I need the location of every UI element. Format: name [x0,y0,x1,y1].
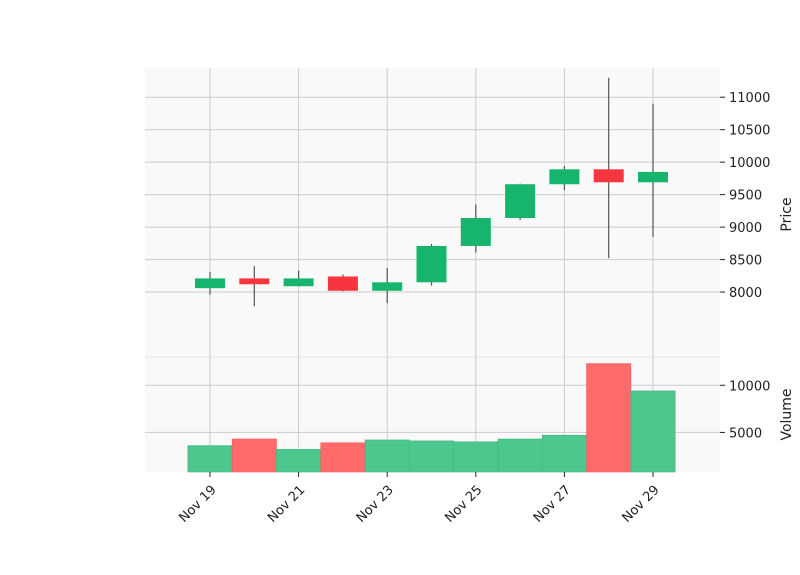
volume-bar [364,439,410,473]
volume-bar [541,434,587,473]
volume-tick-label: 10000 [729,379,770,394]
price-tick-label: 10000 [729,156,770,171]
volume-bar [187,445,233,473]
volume-tick-label: 5000 [729,426,762,441]
candle-body [460,218,491,246]
price-tick-label: 11000 [729,91,770,106]
candles [195,77,668,307]
candle-body [549,169,580,185]
candle-body [195,278,225,289]
volume-bars [187,363,676,473]
volume-axis-title: Volume [779,388,795,440]
volume-bar [586,363,632,473]
price-tick-label: 8500 [729,254,762,269]
price-tick-label: 9000 [729,221,762,236]
candle-body [416,245,447,283]
x-tick-label: Nov 23 [354,483,397,526]
x-tick-label: Nov 25 [442,483,485,526]
x-tick-label: Nov 19 [176,483,219,526]
candle-body [638,171,668,183]
candle-body [593,169,624,183]
volume-bar [231,438,277,473]
price-tick-label: 10500 [729,124,770,139]
volume-bar [453,441,499,473]
volume-bar [630,390,676,473]
candle-body [505,184,536,219]
price-panel [145,68,720,357]
x-tick-label: Nov 21 [265,483,308,526]
x-tick-label: Nov 27 [531,483,574,526]
price-tick-label: 9500 [729,189,762,204]
volume-bar [276,449,322,473]
candle-body [239,278,270,285]
price-axis-title: Price [779,197,795,231]
volume-bar [497,438,543,473]
volume-bar [409,440,454,473]
candle-body [327,276,358,291]
candle-body [283,278,314,287]
x-tick-label: Nov 29 [619,483,662,526]
price-tick-label: 8000 [729,286,762,301]
candle-body [372,282,403,291]
volume-bar [320,442,366,473]
